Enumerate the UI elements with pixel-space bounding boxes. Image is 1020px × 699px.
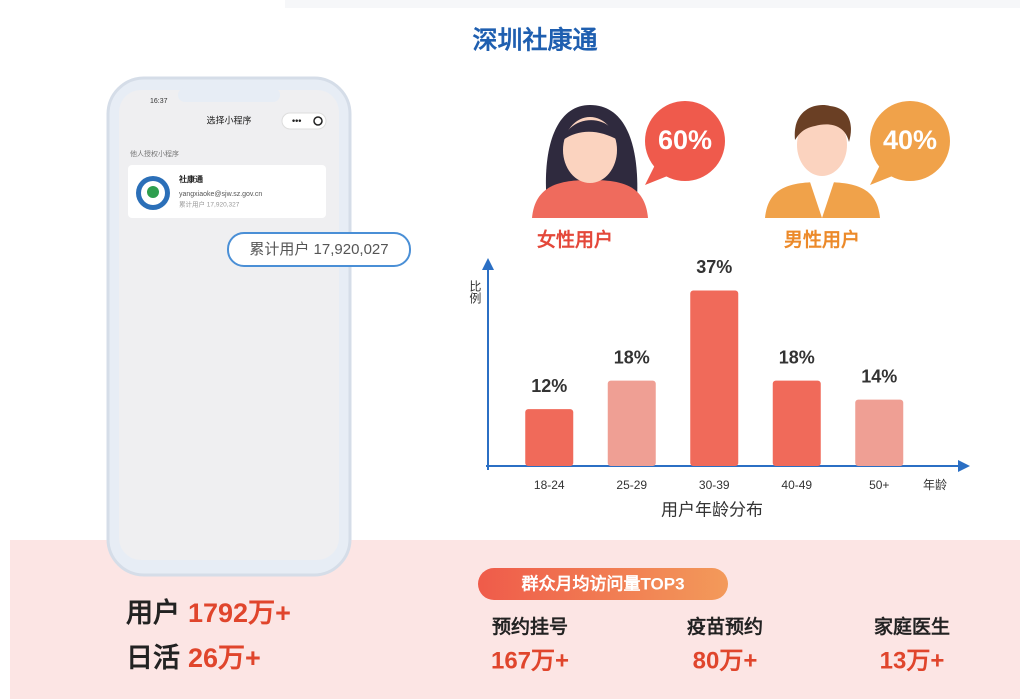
data-label: 12% [531,376,567,396]
top3-value: 167万+ [491,647,569,674]
active-stat: 日活 26万+ [126,643,261,673]
app-card [128,165,326,218]
phone-header: 选择小程序 [206,114,251,125]
users-value: 1792万+ [188,598,291,628]
app-logo-core [147,186,159,198]
active-value: 26万+ [188,643,261,673]
app-users: 累计用户 17,920,327 [179,200,240,209]
female-bubble-tail [645,165,670,185]
top3-name: 家庭医生 [874,615,950,638]
top3-name: 预约挂号 [492,615,568,638]
phone-notch [178,88,280,102]
callout-bubble [227,232,411,267]
phone-section: 他人授权小程序 [130,149,179,158]
bar [525,409,574,466]
female-label: 女性用户 [537,228,613,251]
x-tick-label: 40-49 [781,478,812,492]
app-name: 社康通 [178,174,203,184]
data-label: 18% [614,347,650,367]
data-label: 37% [696,257,732,277]
x-tick-label: 30-39 [699,478,730,492]
users-stat: 用户 1792万+ [126,597,291,628]
bar [690,290,739,466]
phone-screen [119,90,339,560]
y-axis-arrow [482,258,494,270]
top3-name: 疫苗预约 [687,615,763,638]
users-label: 用户 [126,597,180,628]
female-bangs [563,120,618,140]
status-time: 16:37 [150,98,168,105]
capsule-dots: ••• [292,115,301,125]
x-axis-end-label: 年龄 [923,478,947,492]
active-label: 日活 [126,643,180,673]
data-label: 14% [861,366,897,386]
female-bubble [645,101,725,181]
top3-pill [478,568,728,600]
x-axis-arrow [958,460,970,472]
bar [772,380,821,466]
capsule-close [313,116,323,126]
x-axis-title: 用户年龄分布 [661,500,763,519]
x-tick-label: 25-29 [616,478,647,492]
callout-text: 累计用户 17,920,027 [249,241,388,258]
y-axis-label: 比例 [468,280,482,304]
bar [607,380,656,466]
app-email: yangxiaoke@sjw.sz.gov.cn [179,191,262,198]
male-bubble-tail [870,165,895,185]
male-percent: 40% [883,125,937,155]
male-face [797,114,847,176]
male-bubble [870,101,950,181]
top3-value: 13万+ [880,647,945,674]
male-label: 男性用户 [784,228,860,251]
top3-value: 80万+ [693,647,758,674]
data-label: 18% [779,347,815,367]
top-strip [285,0,1020,8]
male-hair [794,105,851,142]
x-tick-label: 50+ [869,478,889,492]
male-collar [810,182,834,218]
bar [855,399,904,466]
x-tick-label: 18-24 [534,478,565,492]
capsule-button [281,112,327,130]
female-body [532,180,648,218]
page-title: 深圳社康通 [472,26,597,55]
female-percent: 60% [658,125,712,155]
top3-title: 群众月均访问量TOP3 [521,573,684,593]
